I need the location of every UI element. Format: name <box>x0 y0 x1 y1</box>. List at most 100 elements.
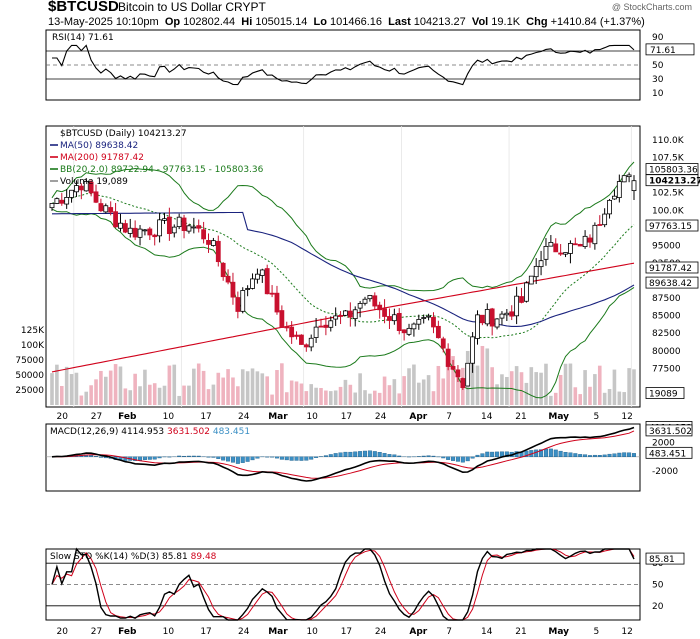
volume-bar <box>470 350 475 405</box>
candle-body <box>255 273 260 280</box>
volume-bar <box>328 391 333 405</box>
candle-body <box>612 195 617 200</box>
sto-x-label: Mar <box>268 627 288 637</box>
candle-body <box>597 224 603 226</box>
macd-histogram-bar <box>152 456 157 460</box>
macd-histogram-bar <box>387 454 392 457</box>
candle-body <box>572 243 578 246</box>
macd-signal-line <box>51 430 635 479</box>
volume-bar <box>456 369 460 405</box>
candle-body <box>289 326 295 338</box>
price-x-label: Apr <box>409 412 427 422</box>
macd-histogram-bar <box>304 456 309 461</box>
volume-bar <box>382 376 387 405</box>
price-tick-label: 100.0K <box>652 206 685 216</box>
sto-x-label: 7 <box>446 627 452 637</box>
candle-body <box>382 308 387 317</box>
macd-histogram-bar <box>358 451 363 457</box>
volume-bar <box>602 392 607 405</box>
candle-body <box>186 225 192 232</box>
macd-tick-label: 2000 <box>652 439 675 449</box>
candle-body <box>196 225 202 229</box>
volume-bar <box>201 370 206 405</box>
candle-body <box>318 325 324 328</box>
macd-histogram-bar <box>573 453 578 457</box>
low-value: 101466.16 <box>329 16 382 28</box>
rsi-tick-label: 30 <box>652 75 664 85</box>
macd-histogram-bar <box>455 456 460 462</box>
macd-histogram-bar <box>284 456 289 461</box>
candle-body <box>215 240 221 263</box>
price-tick-label: 85000 <box>652 312 681 322</box>
macd-histogram-bar <box>323 455 328 457</box>
candle-body <box>431 316 436 328</box>
candle-body <box>83 181 89 192</box>
macd-histogram-bar <box>397 455 402 457</box>
volume-bar <box>275 370 279 405</box>
volume-bar <box>99 370 103 405</box>
price-x-label: 21 <box>515 412 526 422</box>
macd-histogram-bar <box>279 456 284 460</box>
macd-histogram-bar <box>133 456 138 461</box>
macd-histogram-bar <box>470 456 475 459</box>
macd-histogram-bar <box>553 449 558 457</box>
macd-histogram-bar <box>138 456 143 461</box>
bb-lower-line <box>51 208 635 399</box>
volume-bar <box>407 368 411 405</box>
volume-bar <box>500 374 504 405</box>
candle-body <box>294 334 299 337</box>
sto-x-label: 14 <box>481 627 493 637</box>
candle-body <box>157 219 162 237</box>
price-tag-label: 104213.27 <box>649 177 700 187</box>
macd-histogram-bar <box>98 456 103 458</box>
volume-bar <box>387 385 392 405</box>
symbol-name: Bitcoin to US Dollar CRYPT <box>118 0 266 14</box>
macd-histogram-bar <box>539 449 544 457</box>
candle-body <box>137 228 143 238</box>
volume-bar <box>74 372 79 405</box>
candle-body <box>201 229 207 240</box>
candle-body <box>387 316 392 321</box>
sto-x-label: 24 <box>375 627 387 637</box>
volume-bar <box>211 384 216 405</box>
candle-body <box>64 197 70 205</box>
volume-bar <box>152 383 157 405</box>
volume-bar <box>319 387 323 405</box>
macd-histogram-bar <box>485 451 490 457</box>
macd-tick-label: -2000 <box>652 467 678 477</box>
macd-legend-signal: 3631.502 <box>167 427 213 437</box>
volume-tick-label: 75000 <box>15 356 44 366</box>
volume-bar <box>568 363 573 405</box>
macd-histogram-bar <box>372 451 377 457</box>
macd-histogram-bar <box>196 455 201 457</box>
volume-tick-label: 25000 <box>15 386 44 396</box>
macd-histogram-bar <box>353 451 358 457</box>
chg-label: Chg <box>526 16 548 28</box>
candle-body <box>338 315 343 317</box>
volume-bar <box>206 389 211 405</box>
rsi-legend: RSI(14) 71.61 <box>52 33 114 43</box>
price-x-label: 17 <box>200 412 211 422</box>
candle-body <box>352 309 358 320</box>
macd-histogram-bar <box>480 453 485 457</box>
macd-histogram-bar <box>543 448 548 457</box>
vol-label: Vol <box>471 16 489 28</box>
volume-bar <box>519 372 524 405</box>
volume-bar <box>138 386 142 405</box>
volume-bar <box>358 373 362 405</box>
candle-body <box>303 344 309 348</box>
volume-bar <box>593 374 597 405</box>
candle-body <box>78 185 84 191</box>
macd-histogram-bar <box>309 456 314 460</box>
last-label: Last <box>388 16 411 28</box>
macd-histogram-bar <box>627 452 632 457</box>
volume-bar <box>426 375 431 405</box>
macd-histogram-bar <box>495 451 500 457</box>
macd-histogram-bar <box>226 456 231 462</box>
candle-body <box>54 198 60 204</box>
volume-bar <box>196 363 201 405</box>
rsi-tick-label: 90 <box>652 33 664 43</box>
volume-bar <box>284 392 289 405</box>
macd-histogram-bar <box>333 453 338 457</box>
